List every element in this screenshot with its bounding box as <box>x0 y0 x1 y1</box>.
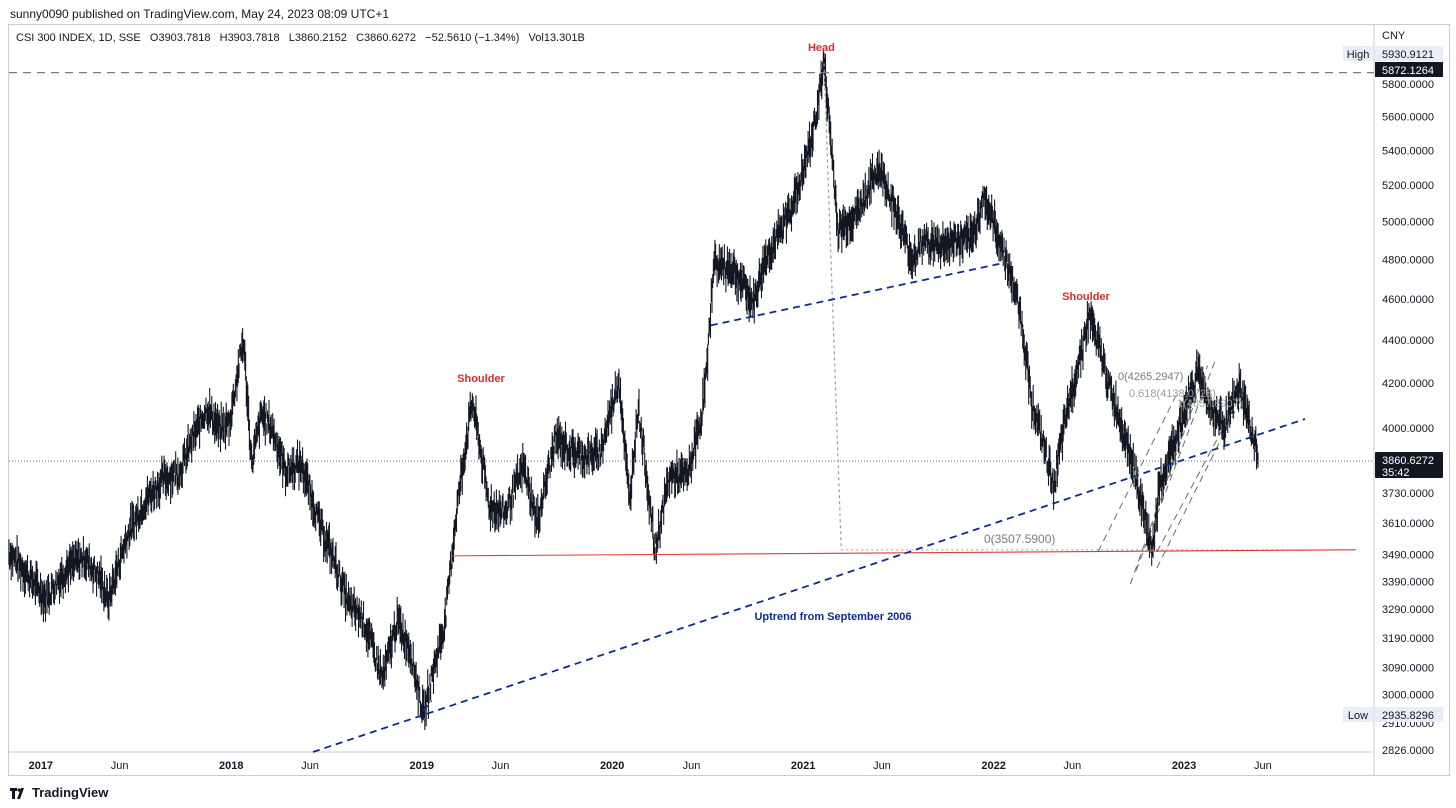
high-badge: High 5930.9121 <box>1343 46 1443 61</box>
countdown-value: 35:42 <box>1382 467 1410 479</box>
last-price-box <box>1375 452 1443 478</box>
low-value: L3860.2152 <box>288 32 347 44</box>
uptrend-label: Uptrend from September 2006 <box>754 611 911 623</box>
x-tick-label: 2018 <box>219 760 243 772</box>
footer-brand[interactable]: TradingView <box>10 785 108 800</box>
x-tick-label: 2022 <box>981 760 1005 772</box>
y-tick-label: 3290.0000 <box>1382 604 1434 616</box>
y-tick-label: 3190.0000 <box>1382 633 1434 645</box>
y-tick-label: 5200.0000 <box>1382 180 1434 192</box>
dashed-level-badge-value: 5872.1264 <box>1382 65 1434 77</box>
y-tick-label: 4000.0000 <box>1382 423 1434 435</box>
x-tick-label: Jun <box>111 760 129 772</box>
y-tick-label: 3090.0000 <box>1382 662 1434 674</box>
low-badge-tag <box>1343 707 1373 722</box>
fib-level-bottom-label: 0(3507.5900) <box>984 532 1055 546</box>
high-badge-tag-text: High <box>1347 49 1370 61</box>
y-tick-label: 4800.0000 <box>1382 254 1434 266</box>
x-tick-label: Jun <box>1254 760 1272 772</box>
high-value: H3903.7818 <box>219 32 280 44</box>
y-tick-label: 5800.0000 <box>1382 79 1434 91</box>
dashed-level-badge: 5872.1264 <box>1375 62 1443 77</box>
head-support-line <box>710 262 1003 327</box>
x-tick-label: Jun <box>492 760 510 772</box>
fib-channel-line <box>1156 389 1244 553</box>
symbol-label: CSI 300 INDEX, 1D, SSE <box>16 32 141 44</box>
candles-group <box>8 50 1259 730</box>
x-tick-label: 2020 <box>600 760 624 772</box>
volume-value: Vol13.301B <box>528 32 585 44</box>
dashed-level-badge-box <box>1375 62 1443 77</box>
y-tick-label: 3730.0000 <box>1382 488 1434 500</box>
x-tick-label: Jun <box>873 760 891 772</box>
head-projection-line <box>823 63 842 550</box>
y-tick-label: 5600.0000 <box>1382 112 1434 124</box>
open-value: O3903.7818 <box>149 32 211 44</box>
fib-level-1-label: 1(4057.8907) <box>1177 398 1242 410</box>
tradingview-logo-icon <box>10 787 28 799</box>
chart-frame <box>8 24 1450 776</box>
currency-label[interactable]: CNY <box>1382 30 1406 42</box>
y-tick-label: 4200.0000 <box>1382 378 1434 390</box>
last-price-value: 3860.6272 <box>1382 455 1434 467</box>
high-badge-value: 5930.9121 <box>1382 49 1434 61</box>
fib-level-top-label: 0(4265.2947) <box>1118 371 1183 383</box>
y-tick-label: 3610.0000 <box>1382 518 1434 530</box>
x-tick-label: 2021 <box>791 760 815 772</box>
low-badge-tag-text: Low <box>1348 710 1368 722</box>
high-badge-box <box>1375 46 1443 61</box>
brand-name: TradingView <box>32 785 109 800</box>
fib-channel-line <box>1135 361 1216 571</box>
fib-channel-line <box>1156 393 1245 569</box>
x-tick-label: Jun <box>1064 760 1082 772</box>
fib-channel-line <box>1129 365 1209 585</box>
x-tick-label: Jun <box>301 760 319 772</box>
left-shoulder-label: Shoulder <box>457 373 505 385</box>
y-tick-label: 3390.0000 <box>1382 576 1434 588</box>
change-value: −52.5610 (−1.34%) <box>425 32 520 44</box>
neckline-red-line <box>451 549 1357 557</box>
y-tick-label: 4400.0000 <box>1382 335 1434 347</box>
x-tick-label: 2017 <box>29 760 53 772</box>
low-badge-value: 2935.8296 <box>1382 710 1434 722</box>
x-tick-label: 2019 <box>409 760 433 772</box>
low-support-segment <box>422 700 433 712</box>
y-tick-label: 4600.0000 <box>1382 294 1434 306</box>
y-tick-label: 3000.0000 <box>1382 690 1434 702</box>
fib-level-0618-label: 0.618(4138.0728) <box>1129 388 1216 400</box>
uptrend-line <box>312 418 1306 753</box>
y-tick-label: 2826.0000 <box>1382 745 1434 757</box>
low-badge: Low 2935.8296 <box>1343 707 1443 722</box>
right-shoulder-label: Shoulder <box>1062 291 1110 303</box>
x-tick-label: Jun <box>683 760 701 772</box>
ohlc-legend[interactable]: CSI 300 INDEX, 1D, SSE O3903.7818 H3903.… <box>16 32 585 44</box>
y-tick-label: 5400.0000 <box>1382 145 1434 157</box>
low-badge-box <box>1375 707 1443 722</box>
publisher-line: sunny0090 published on TradingView.com, … <box>10 7 390 21</box>
fib-channel-line <box>1097 391 1179 553</box>
y-tick-label: 5000.0000 <box>1382 217 1434 229</box>
head-label: Head <box>808 42 835 54</box>
x-tick-label: 2023 <box>1172 760 1196 772</box>
high-badge-tag <box>1343 46 1373 61</box>
close-value: C3860.6272 <box>356 32 416 44</box>
y-tick-label: 3490.0000 <box>1382 550 1434 562</box>
